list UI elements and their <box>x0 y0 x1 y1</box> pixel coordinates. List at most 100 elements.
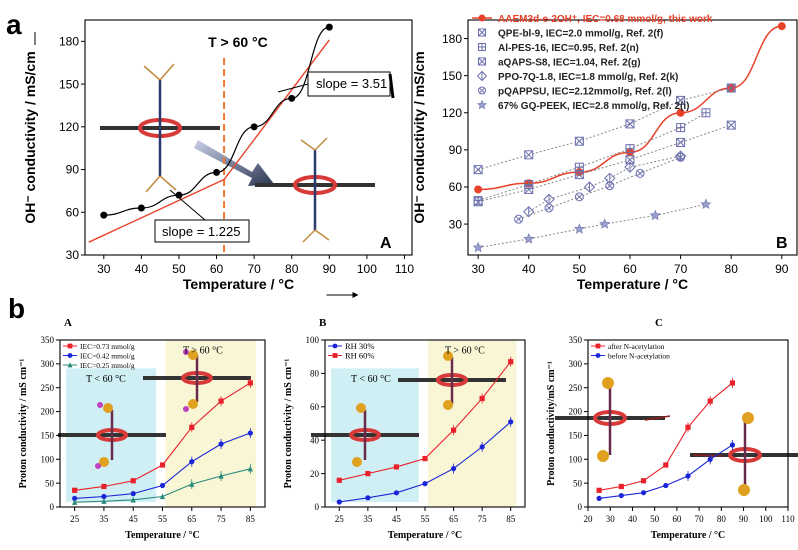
data-point <box>676 95 686 105</box>
b-A-data-point <box>101 483 107 490</box>
b-B-legend-marker <box>332 343 338 349</box>
b-C-data-point <box>685 473 691 479</box>
b-A-xtick-label: 25 <box>70 514 80 524</box>
data-point <box>514 214 524 224</box>
data-point <box>700 198 712 209</box>
b-B-xlabel: Temperature / °C <box>388 530 463 541</box>
series-line <box>477 112 707 202</box>
b-C-data-point <box>618 483 624 490</box>
b-A-xlabel: Temperature / °C <box>125 530 200 541</box>
b-C-ytick-label: 250 <box>569 383 583 393</box>
b-B-ytick-label: 20 <box>310 469 320 479</box>
data-point <box>777 22 786 31</box>
data-point <box>726 120 736 130</box>
data-point <box>635 168 645 178</box>
b-B-region-high-label: T > 60 °C <box>445 345 485 356</box>
b-B-panel-letter: B <box>319 317 327 329</box>
a-left-ytick-label: 90 <box>66 163 80 177</box>
data-point-cross <box>636 170 644 177</box>
legend-label: 67% GQ-PEEK, IEC=2.8 mmol/g, Ref. 2(i) <box>498 101 689 112</box>
mol-bA1-ball <box>103 403 113 413</box>
b-C-xtick-label: 90 <box>739 514 749 524</box>
b-B-xtick-label: 45 <box>392 514 402 524</box>
b-A-legend-label: IEC=0.25 mmol/g <box>80 361 135 370</box>
x-arrow-head <box>352 292 359 298</box>
legend-marker <box>476 99 488 110</box>
a-left-xtick-label: 40 <box>135 262 149 276</box>
data-point <box>583 181 596 193</box>
mol-bA1-tip <box>95 463 101 469</box>
mol-bC1-ball <box>602 377 614 389</box>
b-B-legend-label: RH 30% <box>345 341 375 351</box>
legend-marker <box>478 86 486 95</box>
b-A-ytick-label: 200 <box>41 407 55 417</box>
b-B-xtick-label: 75 <box>478 514 488 524</box>
b-C-data-point <box>618 492 624 499</box>
a-left-xtick-label: 90 <box>323 262 337 276</box>
b-C-series-line <box>599 444 733 499</box>
data-point <box>325 23 333 31</box>
b-A-data-point <box>218 441 224 447</box>
mol-bA2-ball <box>188 399 198 409</box>
b-B-legend-marker <box>332 353 338 358</box>
b-C-panel-letter: C <box>655 317 663 329</box>
charts-layer: 30 40 50 60 70 80 90 100 110 30 60 90 120 150 180 Tempe… <box>18 14 798 541</box>
slope-low-label: slope = 1.225 <box>162 224 240 239</box>
a-right-ytick-label: 90 <box>449 143 463 157</box>
b-C-legend-marker <box>595 343 601 349</box>
data-point-cross <box>473 197 483 207</box>
b-A-data-point <box>130 478 136 484</box>
data-point <box>676 137 686 147</box>
a-left-xtick-label: 30 <box>97 262 111 276</box>
b-B-data-point <box>336 477 342 483</box>
b-A-data-point <box>247 380 253 386</box>
b-A-data-point <box>218 398 224 404</box>
data-point <box>213 168 221 176</box>
slope-low-leader <box>169 189 206 221</box>
a-left-ytick-label: 120 <box>59 120 79 134</box>
b-B-ylabel: Proton conductivity / mS cm⁻¹ <box>283 359 294 489</box>
data-point-cross <box>676 96 685 105</box>
mol-a1-branches <box>143 63 177 193</box>
b-A-data-point <box>130 491 136 497</box>
mol-bB1-ball <box>352 457 362 467</box>
a-right-xtick-label: 40 <box>522 262 536 276</box>
data-point-cross <box>575 136 584 146</box>
a-left-ylabel: OH⁻ conductivity / mS/cm <box>22 51 38 223</box>
data-point <box>605 181 615 191</box>
b-A-ytick-label: 150 <box>41 431 55 441</box>
data-point <box>573 223 585 234</box>
legend-marker <box>478 57 486 66</box>
b-C-legend-marker <box>595 353 601 358</box>
legend-label: QPE-bl-9, IEC=2.0 mmol/g, Ref. 2(f) <box>498 29 663 40</box>
b-A-region-low-label: T < 60 °C <box>86 374 126 385</box>
a-right-xtick-label: 50 <box>573 262 587 276</box>
series-line <box>528 155 681 213</box>
data-point <box>524 184 534 194</box>
fit-line-2 <box>223 39 330 180</box>
legend-label: AAEM3d-e-2OH⁺, IEC=0.68 mmol/g, this wor… <box>498 14 713 25</box>
b-B-xtick-label: 35 <box>363 514 373 524</box>
a-left-xtick-label: 50 <box>172 262 186 276</box>
transition-arrow <box>194 140 274 186</box>
b-C-xtick-label: 110 <box>781 514 795 524</box>
legend-marker-cross <box>478 57 486 66</box>
data-point-cross <box>625 119 635 129</box>
b-B-data-point <box>508 359 514 365</box>
b-B-data-point <box>508 419 514 425</box>
data-point-cross <box>524 150 534 160</box>
data-point-cross <box>545 204 553 212</box>
b-C-data-point <box>707 398 713 404</box>
b-C-data-point <box>640 490 647 496</box>
data-point <box>676 108 685 117</box>
b-A-legend-label: IEC=0.73 mmol/g <box>80 342 135 351</box>
data-point <box>574 170 584 180</box>
b-A-ytick-label: 300 <box>41 359 55 369</box>
a-right-ytick-label: 180 <box>442 32 462 46</box>
b-C-xtick-label: 60 <box>672 514 682 524</box>
b-A-data-point <box>159 462 166 468</box>
b-C-ytick-label: 0 <box>578 502 583 512</box>
mol-bC2-ball <box>742 412 754 424</box>
legend-label: aQAPS-S8, IEC=1.04, Ref. 2(g) <box>498 58 641 69</box>
a-left-ytick-label: 30 <box>66 248 80 262</box>
